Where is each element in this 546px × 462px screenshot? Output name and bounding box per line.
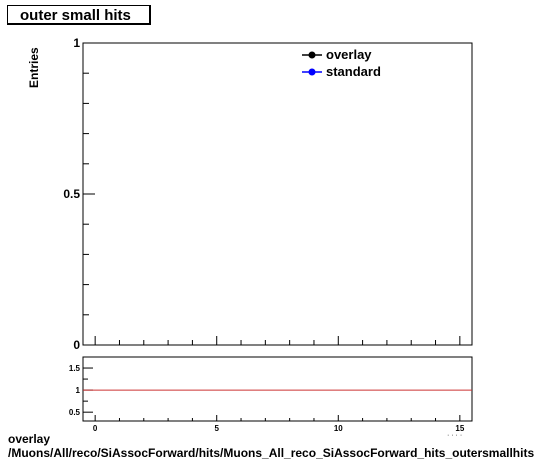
- main-y-tick-label: 0: [73, 338, 80, 352]
- ratio-y-tick-label: 1.5: [69, 364, 81, 373]
- ratio-ticks: 0.5 1 1.5 0 5 10 15: [69, 364, 465, 433]
- y-axis-label: Entries: [27, 47, 41, 88]
- ratio-y-tick-label: 0.5: [69, 408, 81, 417]
- footer-line-2: /Muons/All/reco/SiAssocForward/hits/Muon…: [8, 446, 535, 460]
- chart-title-box: outer small hits: [7, 5, 151, 25]
- legend-marker-standard: [308, 68, 316, 76]
- ratio-x-tick-label: 5: [214, 424, 219, 433]
- chart-title: outer small hits: [20, 7, 131, 24]
- legend-label-standard: standard: [326, 64, 381, 79]
- main-ticks: 00.51: [63, 36, 461, 352]
- ratio-plot-frame: [82, 356, 473, 422]
- ratio-x-tick-label: 10: [334, 424, 343, 433]
- main-y-tick-label: 1: [73, 36, 80, 50]
- legend-marker-overlay: [308, 51, 316, 59]
- ratio-x-tick-label: 0: [93, 424, 98, 433]
- ratio-x-tick-label: 15: [455, 424, 464, 433]
- footer-line-1: overlay: [8, 432, 51, 446]
- main-plot-frame: [82, 42, 473, 346]
- ratio-axis-label-fragment: · · · ·: [447, 432, 462, 439]
- legend: overlay standard: [302, 47, 381, 79]
- legend-label-overlay: overlay: [326, 47, 372, 62]
- ratio-y-tick-label: 1: [76, 386, 81, 395]
- main-y-tick-label: 0.5: [63, 187, 80, 201]
